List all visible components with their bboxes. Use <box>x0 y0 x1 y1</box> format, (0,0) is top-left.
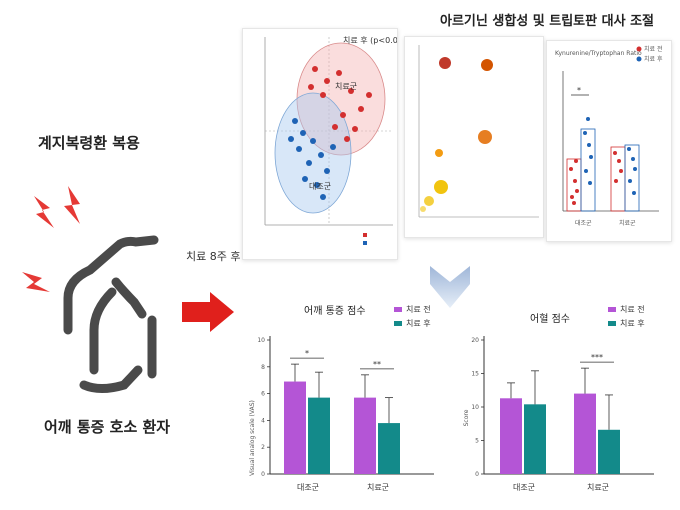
shoulder-pain-chart: 어깨 통증 점수 치료 전 치료 후 Visual analog scale (… <box>249 304 434 492</box>
shoulder-figure-icon <box>63 235 159 393</box>
treatment-duration-label: 치료 8주 후 <box>186 250 241 263</box>
y-tick-label: 0 <box>475 471 479 478</box>
significance-marker: ** <box>373 360 381 369</box>
blood-stasis-chart: 어혈 점수 치료 전 치료 후 Score 0 5 10 15 20 대조군 치료군 *** <box>463 304 654 492</box>
chart-title: 어혈 점수 <box>530 312 570 325</box>
pain-bolt-icon <box>64 186 80 224</box>
ratio-title: Kynurenine/Tryptophan Ratio <box>555 50 642 57</box>
pca-score-plot: 치료 후 (p<0.05) 치료군 대조군 <box>242 28 406 260</box>
y-tick-label: 5 <box>475 438 479 445</box>
y-tick-label: 2 <box>261 444 265 451</box>
svg-text:대조군: 대조군 <box>309 182 331 191</box>
metabolism-title: 아르기닌 생합성 및 트립토판 대사 조절 <box>440 14 654 29</box>
y-tick-label: 10 <box>257 337 265 344</box>
pain-bolt-icon <box>22 272 50 292</box>
y-axis-label: Visual analog scale (VAS) <box>249 400 256 476</box>
ratio-category-treatment: 치료군 <box>619 219 636 227</box>
bar <box>574 393 596 474</box>
pathway-bubble-plot <box>404 36 544 238</box>
legend-after: 치료 후 <box>406 319 431 328</box>
pain-bolt-icon <box>34 196 54 228</box>
x-tick-label: 치료군 <box>587 483 609 492</box>
y-tick-label: 8 <box>261 364 265 371</box>
bar <box>598 429 620 474</box>
patient-intake-title: 계지복령환 복용 <box>38 134 140 152</box>
ratio-legend-before: 치료 전 <box>644 45 662 53</box>
legend-before: 치료 전 <box>620 304 645 314</box>
legend-before: 치료 전 <box>406 304 431 314</box>
patient-illustration <box>12 180 172 400</box>
bar <box>378 423 400 474</box>
y-tick-label: 4 <box>261 417 265 424</box>
bar <box>524 404 546 474</box>
x-tick-label: 치료군 <box>367 483 389 492</box>
right-arrow-icon <box>182 292 234 336</box>
bar <box>354 397 376 474</box>
patient-label: 어깨 통증 호소 환자 <box>44 418 171 436</box>
y-tick-label: 10 <box>471 404 479 411</box>
legend-after: 치료 후 <box>620 319 645 328</box>
chart-title: 어깨 통증 점수 <box>304 305 366 317</box>
ratio-significance: * <box>577 86 581 95</box>
x-tick-label: 대조군 <box>297 483 319 492</box>
significance-marker: * <box>305 349 309 358</box>
ratio-legend-after: 치료 후 <box>644 55 663 63</box>
significance-marker: *** <box>591 353 603 362</box>
svg-text:치료군: 치료군 <box>335 82 357 91</box>
y-axis-label: Score <box>463 409 470 426</box>
y-tick-label: 20 <box>471 337 479 344</box>
y-tick-label: 6 <box>261 391 265 398</box>
ratio-category-control: 대조군 <box>575 219 592 227</box>
bar <box>500 398 522 474</box>
x-tick-label: 대조군 <box>513 483 535 492</box>
y-tick-label: 0 <box>261 471 265 478</box>
kyn-trp-ratio-plot: Kynurenine/Tryptophan Ratio 치료 전 치료 후 * … <box>546 40 672 242</box>
bar <box>284 381 306 474</box>
bar <box>308 397 330 474</box>
chevron-down-icon <box>430 266 470 316</box>
y-tick-label: 15 <box>471 371 479 378</box>
svg-text:치료 후 (p<0.05): 치료 후 (p<0.05) <box>343 36 397 45</box>
